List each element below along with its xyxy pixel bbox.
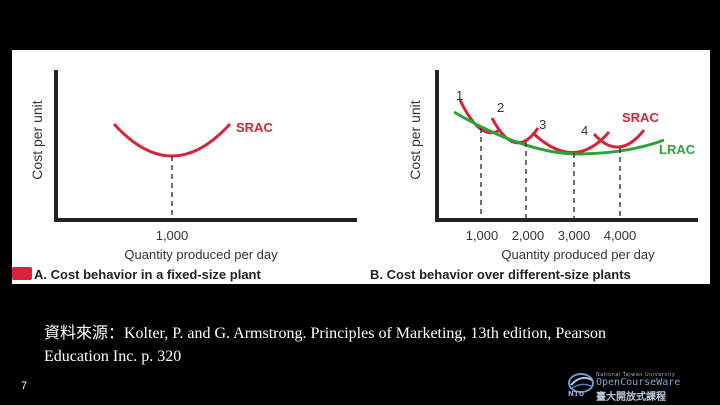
panel-a-srac-curve <box>112 122 232 158</box>
figure: Cost per unit SRAC 1,000 Quantity produc… <box>12 50 710 284</box>
curve-label-4: 4 <box>581 123 588 138</box>
panel-b-lrac-label: LRAC <box>659 142 696 157</box>
panel-a-badge-icon <box>12 267 32 280</box>
panel-a-xlabel: Quantity produced per day <box>124 247 278 262</box>
panel-b-x-tick-4: 4,000 <box>604 228 637 243</box>
srac-curve-4 <box>592 129 646 149</box>
logo-ntu: NTU <box>568 390 585 398</box>
cost-charts: Cost per unit SRAC 1,000 Quantity produc… <box>12 70 698 282</box>
curve-label-3: 3 <box>539 117 546 132</box>
curve-label-2: 2 <box>497 100 504 115</box>
curve-label-1: 1 <box>456 88 463 103</box>
panel-b-ylabel: Cost per unit <box>407 100 423 179</box>
panel-a: Cost per unit SRAC 1,000 Quantity produc… <box>12 70 357 282</box>
panel-b-title: B. Cost behavior over different-size pla… <box>370 267 631 282</box>
panel-a-srac-label: SRAC <box>236 120 273 135</box>
panel-a-title: A. Cost behavior in a fixed-size plant <box>34 267 261 282</box>
logo-line-2: OpenCourseWare <box>596 377 681 388</box>
panel-b: Cost per unit 1 2 3 4 SRAC LRAC 1,000 2,… <box>370 70 698 282</box>
srac-curve-2 <box>490 117 540 145</box>
logo-line-1: National Taiwan University <box>596 372 676 378</box>
panel-b-xlabel: Quantity produced per day <box>501 247 655 262</box>
panel-b-x-tick-2: 2,000 <box>512 228 545 243</box>
panel-a-x-tick: 1,000 <box>156 228 189 243</box>
panel-b-x-tick-3: 3,000 <box>558 228 591 243</box>
panel-b-x-tick-1: 1,000 <box>466 228 499 243</box>
panel-a-ylabel: Cost per unit <box>29 100 45 179</box>
logo-line-3: 臺大開放式課程 <box>596 392 666 403</box>
caption-line-1: 資料來源：Kolter, P. and G. Armstrong. Princi… <box>44 325 606 342</box>
globe-icon <box>568 373 594 393</box>
source-caption: 資料來源：Kolter, P. and G. Armstrong. Princi… <box>44 322 704 368</box>
srac-curve-1 <box>458 99 501 135</box>
panel-b-srac-label: SRAC <box>622 110 659 125</box>
caption-line-2: Education Inc. p. 320 <box>44 348 182 365</box>
page-number: 7 <box>21 380 28 392</box>
ntu-ocw-logo: NTU National Taiwan University OpenCours… <box>564 372 714 403</box>
